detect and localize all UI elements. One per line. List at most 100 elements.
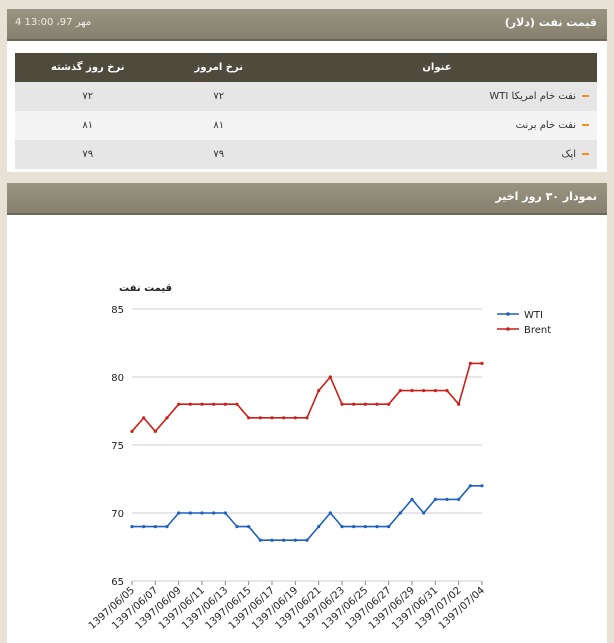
chart-panel: نمودار ۳۰ روز اخیر قیمت نفت 65 70 75 80 85 139… bbox=[7, 183, 607, 643]
data-point bbox=[200, 402, 204, 406]
data-point bbox=[340, 525, 344, 529]
table-row: نفت خام امریکا WTI ۷۲ ۷۲ bbox=[15, 82, 597, 111]
price-table: عنوان نرخ امروز نرخ روز گذشته نفت خام ام… bbox=[15, 53, 597, 169]
bullet-icon bbox=[582, 124, 589, 126]
data-point bbox=[363, 402, 367, 406]
data-point bbox=[153, 429, 157, 433]
data-point bbox=[410, 389, 414, 393]
data-point bbox=[247, 525, 251, 529]
data-point bbox=[328, 375, 332, 379]
data-point bbox=[317, 525, 321, 529]
oil-price-chart: قیمت نفت65707580851397/06/051397/06/0713… bbox=[87, 283, 551, 632]
data-point bbox=[387, 525, 391, 529]
data-point bbox=[398, 389, 402, 393]
bullet-icon bbox=[582, 95, 589, 97]
data-point bbox=[445, 389, 449, 393]
table-row: نفت خام برنت ۸۱ ۸۱ bbox=[15, 111, 597, 140]
data-point bbox=[282, 416, 286, 420]
row-name: اپک bbox=[561, 149, 576, 160]
y-tick-label: 70 bbox=[111, 509, 124, 520]
data-point bbox=[305, 538, 309, 542]
data-point bbox=[352, 525, 356, 529]
data-point bbox=[387, 402, 391, 406]
data-point bbox=[177, 511, 181, 515]
data-point bbox=[130, 525, 134, 529]
data-point bbox=[433, 389, 437, 393]
y-tick-label: 65 bbox=[111, 577, 124, 588]
data-point bbox=[352, 402, 356, 406]
data-point bbox=[468, 484, 472, 488]
data-point bbox=[235, 525, 239, 529]
data-point bbox=[293, 416, 297, 420]
row-name: نفت خام امریکا WTI bbox=[489, 91, 576, 102]
price-panel-title: قیمت نفت (دلار) bbox=[504, 16, 597, 29]
column-yesterday: نرخ روز گذشته bbox=[15, 53, 161, 82]
data-point bbox=[247, 416, 251, 420]
row-name-cell: اپک bbox=[276, 140, 597, 169]
data-point bbox=[293, 538, 297, 542]
legend-marker bbox=[506, 312, 510, 316]
data-point bbox=[130, 429, 134, 433]
data-point bbox=[188, 402, 192, 406]
data-point bbox=[457, 402, 461, 406]
data-point bbox=[340, 402, 344, 406]
table-row: اپک ۷۹ ۷۹ bbox=[15, 140, 597, 169]
series-line-brent bbox=[131, 362, 482, 433]
data-point bbox=[177, 402, 181, 406]
row-yesterday: ۸۱ bbox=[15, 111, 161, 140]
row-today: ۷۲ bbox=[160, 82, 277, 111]
row-name-cell: نفت خام برنت bbox=[276, 111, 597, 140]
oil-price-panel: قیمت نفت (دلار) 4 مهر 97، 13:00 عنوان نر… bbox=[7, 9, 607, 172]
chart-panel-title: نمودار ۳۰ روز اخیر bbox=[495, 190, 597, 203]
row-name-cell: نفت خام امریکا WTI bbox=[276, 82, 597, 111]
data-point bbox=[223, 511, 227, 515]
data-point bbox=[422, 511, 426, 515]
data-point bbox=[328, 511, 332, 515]
row-today: ۸۱ bbox=[160, 111, 277, 140]
data-point bbox=[305, 416, 309, 420]
y-tick-label: 85 bbox=[111, 305, 124, 316]
data-point bbox=[235, 402, 239, 406]
data-point bbox=[445, 497, 449, 501]
price-panel-date: 4 مهر 97، 13:00 bbox=[15, 17, 92, 28]
data-point bbox=[223, 402, 227, 406]
legend-label: Brent bbox=[524, 325, 551, 336]
data-point bbox=[480, 361, 484, 365]
data-point bbox=[153, 525, 157, 529]
data-point bbox=[375, 402, 379, 406]
data-point bbox=[433, 497, 437, 501]
data-point bbox=[480, 484, 484, 488]
data-point bbox=[165, 525, 169, 529]
data-point bbox=[457, 497, 461, 501]
legend-marker bbox=[506, 327, 510, 331]
data-point bbox=[398, 511, 402, 515]
data-point bbox=[165, 416, 169, 420]
chart-panel-header: نمودار ۳۰ روز اخیر bbox=[7, 183, 607, 215]
column-today: نرخ امروز bbox=[160, 53, 277, 82]
data-point bbox=[375, 525, 379, 529]
data-point bbox=[363, 525, 367, 529]
data-point bbox=[282, 538, 286, 542]
legend-label: WTI bbox=[524, 310, 543, 321]
data-point bbox=[188, 511, 192, 515]
data-point bbox=[142, 416, 146, 420]
data-point bbox=[270, 538, 274, 542]
chart-title: قیمت نفت bbox=[119, 283, 172, 294]
price-table-header-row: عنوان نرخ امروز نرخ روز گذشته bbox=[15, 53, 597, 82]
row-yesterday: ۷۹ bbox=[15, 140, 161, 169]
row-yesterday: ۷۲ bbox=[15, 82, 161, 111]
column-title: عنوان bbox=[276, 53, 597, 82]
data-point bbox=[468, 361, 472, 365]
data-point bbox=[317, 389, 321, 393]
row-name: نفت خام برنت bbox=[515, 120, 576, 131]
data-point bbox=[270, 416, 274, 420]
data-point bbox=[258, 416, 262, 420]
data-point bbox=[410, 497, 414, 501]
data-point bbox=[200, 511, 204, 515]
y-tick-label: 80 bbox=[111, 373, 124, 384]
data-point bbox=[258, 538, 262, 542]
data-point bbox=[212, 402, 216, 406]
y-tick-label: 75 bbox=[111, 441, 124, 452]
bullet-icon bbox=[582, 153, 589, 155]
row-today: ۷۹ bbox=[160, 140, 277, 169]
